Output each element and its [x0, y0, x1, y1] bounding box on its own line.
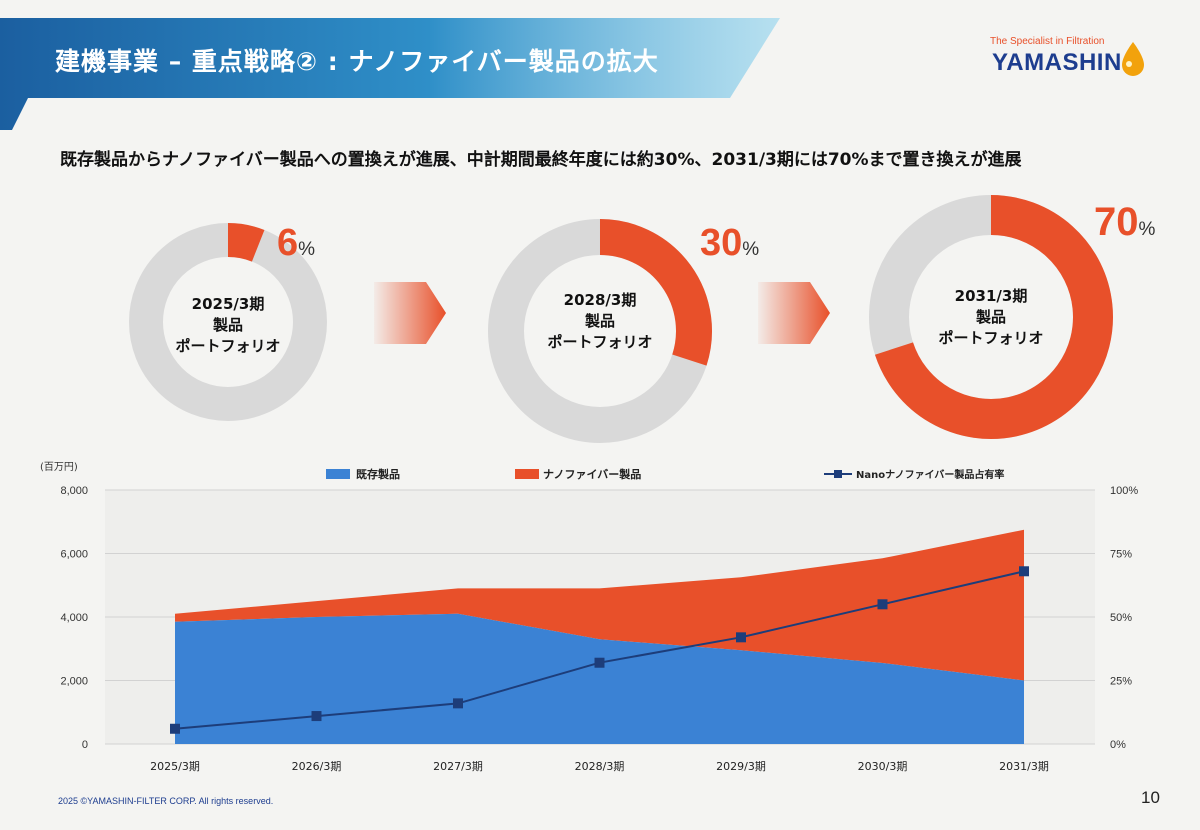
arrow-right-icon	[758, 282, 830, 344]
company-logo: The Specialist in Filtration YAMASHIN	[990, 36, 1150, 86]
page-number: 10	[1141, 788, 1160, 807]
y2-tick-label: 100%	[1110, 485, 1138, 497]
donut-2031	[868, 194, 1114, 440]
x-tick-label: 2026/3期	[292, 760, 342, 773]
legend-swatch-nanofiber	[515, 469, 539, 479]
droplet-icon	[1122, 42, 1144, 76]
sales-area-chart: 8,000 6,000 4,000 2,000 0 100% 75% 50% 25% 0% (百万円…	[40, 461, 1138, 773]
share-2031: 70%	[1094, 200, 1156, 244]
share-point	[736, 632, 746, 643]
y-tick-label: 6,000	[60, 549, 88, 561]
y2-tick-label: 75%	[1110, 549, 1132, 561]
x-tick-label: 2031/3期	[999, 760, 1049, 773]
y-unit-label: (百万円)	[40, 461, 78, 473]
donut-label-2031: 2031/3期 製品 ポートフォリオ	[938, 287, 1044, 347]
x-tick-label: 2025/3期	[150, 760, 200, 773]
x-tick-label: 2028/3期	[575, 760, 625, 773]
donut-label-2025: 2025/3期 製品 ポートフォリオ	[175, 295, 281, 355]
x-tick-label: 2027/3期	[433, 760, 483, 773]
area-nanofiber	[175, 529, 1024, 681]
y-tick-label: 0	[82, 739, 88, 751]
legend-label-share: Nanoナノファイバー製品占有率	[856, 468, 1004, 481]
donut-slice-2031	[874, 195, 1113, 439]
donut-2028	[487, 218, 713, 444]
share-point	[1019, 566, 1029, 577]
share-point	[453, 698, 463, 709]
title-banner	[0, 18, 780, 130]
legend-label-nanofiber: ナノファイバー製品	[543, 467, 641, 481]
logo-tagline: The Specialist in Filtration	[990, 36, 1105, 47]
donut-label-2028: 2028/3期 製品 ポートフォリオ	[547, 291, 653, 351]
copyright-footer: 2025 ©YAMASHIN-FILTER CORP. All rights r…	[58, 796, 274, 806]
slide-subtitle: 既存製品からナノファイバー製品への置換えが進展、中計期間最終年度には約30%、2…	[60, 150, 1022, 170]
y-tick-label: 2,000	[60, 676, 88, 688]
arrow-right-icon	[374, 282, 446, 344]
y-tick-label: 8,000	[60, 485, 88, 497]
share-point	[170, 723, 180, 734]
legend-swatch-existing	[326, 469, 350, 479]
donut-slice-2028	[599, 219, 712, 366]
share-point	[594, 657, 605, 668]
share-point	[877, 599, 888, 610]
area-existing	[175, 613, 1024, 744]
y2-tick-label: 25%	[1110, 676, 1132, 688]
share-2025: 6%	[277, 222, 316, 264]
page-title: 建機事業 – 重点戦略② : ナノファイバー製品の拡大	[55, 47, 659, 76]
y2-tick-label: 0%	[1110, 739, 1126, 751]
legend-label-existing: 既存製品	[356, 467, 400, 481]
x-tick-label: 2029/3期	[716, 760, 766, 773]
logo-name: YAMASHIN	[992, 49, 1122, 76]
donut-2025	[128, 222, 328, 422]
y-tick-label: 4,000	[60, 612, 88, 624]
legend-swatch-share-marker	[834, 470, 842, 478]
donut-slice-2025	[227, 223, 265, 262]
y2-tick-label: 50%	[1110, 612, 1132, 624]
share-2028: 30%	[700, 222, 760, 264]
x-tick-label: 2030/3期	[858, 760, 908, 773]
share-point	[311, 711, 322, 722]
